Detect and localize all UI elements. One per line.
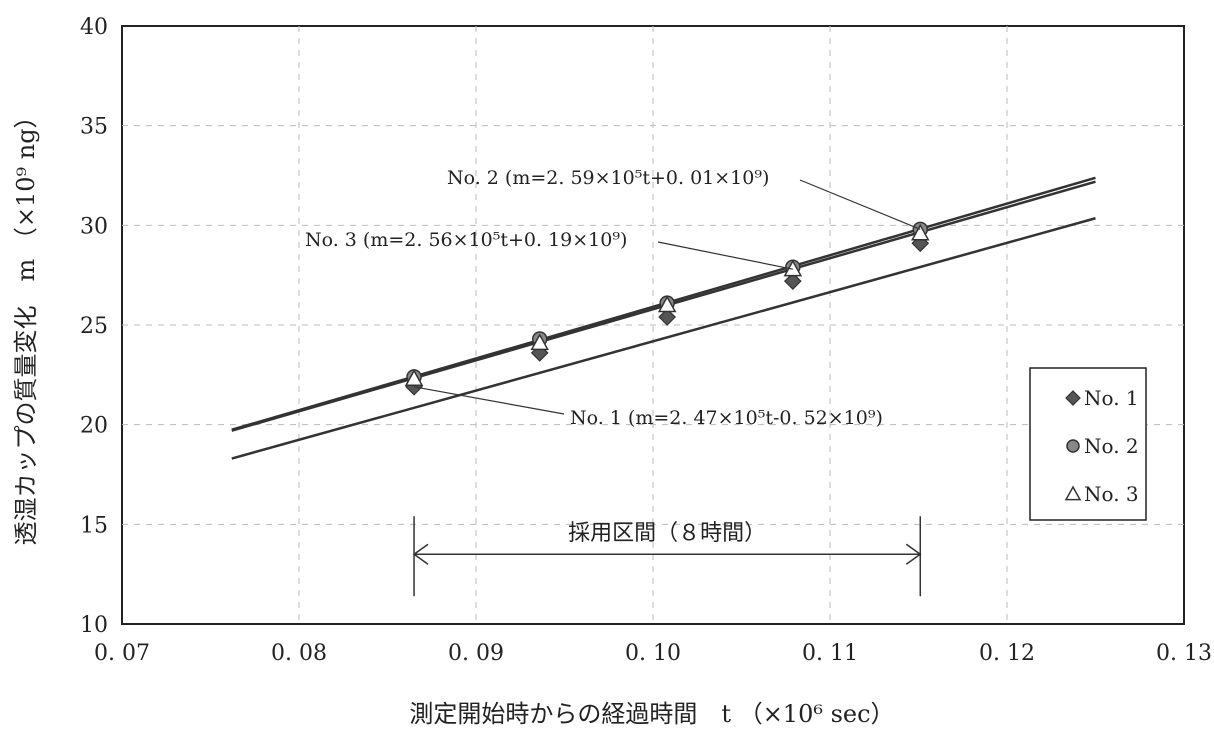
interval-arrow-left [412, 543, 429, 565]
x-tick-label: 0. 09 [448, 641, 504, 666]
marker-no1 [783, 272, 802, 290]
y-tick-labels: 10 15 20 25 30 35 40 [80, 15, 108, 638]
fit-line-1 [231, 217, 1096, 460]
y-tick-label: 40 [80, 15, 108, 40]
equation-label-no3: No. 3 (m=2. 56×10⁵t+0. 19×10⁹) [305, 229, 627, 251]
data-markers [404, 221, 930, 396]
annotation-leader [799, 179, 921, 230]
x-tick-label: 0. 11 [802, 641, 858, 666]
equation-annotations: No. 2 (m=2. 59×10⁵t+0. 01×10⁹) No. 3 (m=2… [305, 167, 921, 429]
x-tick-label: 0. 13 [1156, 641, 1212, 666]
marker-no3 [657, 295, 677, 313]
x-tick-label: 0. 10 [625, 641, 681, 666]
legend-marker-no3 [1064, 485, 1082, 501]
legend-marker-no2 [1066, 439, 1080, 453]
legend-marker-no1 [1065, 390, 1081, 406]
x-tick-label: 0. 12 [979, 641, 1035, 666]
adopted-interval: 採用区間（８時間） [412, 516, 922, 597]
y-tick-label: 15 [80, 513, 108, 538]
annotation-leader [657, 241, 793, 270]
y-tick-label: 35 [80, 115, 108, 140]
annotation-leader [413, 386, 565, 415]
marker-no3 [530, 333, 549, 351]
y-tick-label: 20 [80, 414, 108, 439]
y-axis-title: 透湿カップの質量変化 m （×10⁹ ng） [12, 104, 40, 545]
y-tick-label: 25 [80, 314, 108, 339]
x-tick-label: 0. 08 [271, 641, 327, 666]
x-tick-label: 0. 07 [94, 641, 150, 666]
legend-label-no3: No. 3 [1084, 482, 1139, 506]
legend-label-no1: No. 1 [1084, 386, 1139, 410]
x-tick-labels: 0. 07 0. 08 0. 09 0. 10 0. 11 0. 12 0. 13 [94, 641, 1212, 666]
equation-label-no2: No. 2 (m=2. 59×10⁵t+0. 01×10⁹) [447, 167, 769, 189]
marker-no3 [404, 369, 424, 386]
marker-no1 [658, 308, 677, 326]
equation-label-no1: No. 1 (m=2. 47×10⁵t-0. 52×10⁹) [570, 407, 883, 429]
x-axis-title: 測定開始時からの経過時間 t （×10⁶ sec） [409, 700, 894, 728]
legend-label-no2: No. 2 [1084, 434, 1139, 458]
legend: No. 1 No. 2 No. 3 [1029, 367, 1147, 521]
marker-no3 [910, 223, 930, 241]
y-tick-label: 10 [80, 613, 108, 638]
interval-arrow-right [905, 543, 922, 565]
y-tick-label: 30 [80, 214, 108, 239]
grid-lines [122, 26, 1184, 624]
legend-box [1029, 367, 1147, 521]
interval-label: 採用区間（８時間） [568, 521, 766, 546]
